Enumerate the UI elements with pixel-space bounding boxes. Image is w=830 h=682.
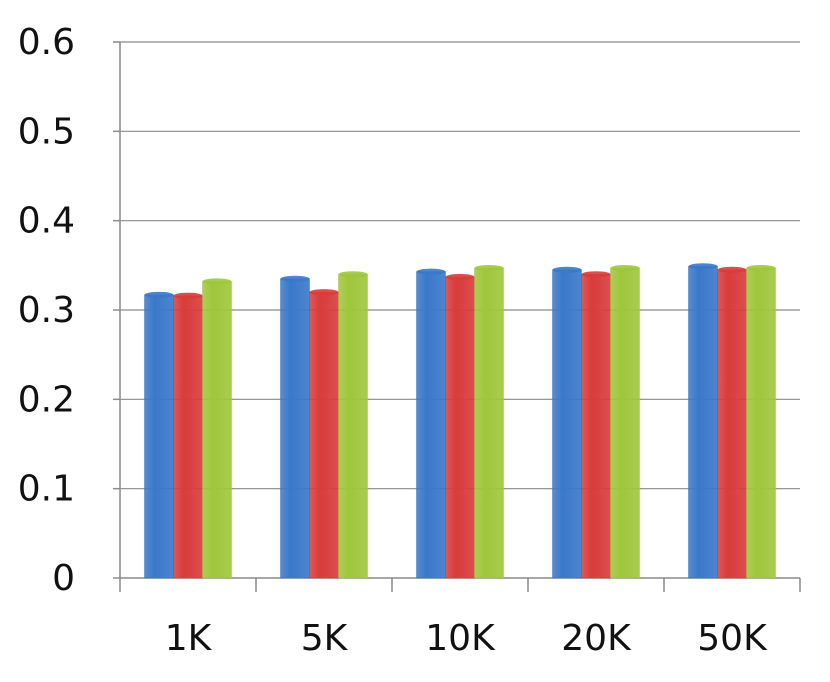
bar-20K-series-2 — [581, 274, 611, 579]
bar-cap — [144, 291, 174, 298]
bar-10K-series-1 — [416, 271, 446, 579]
axes — [113, 41, 801, 592]
bar-50K-series-1 — [688, 265, 718, 579]
y-tick-label: 0.4 — [18, 201, 75, 242]
x-tick-label: 5K — [301, 618, 349, 659]
bar-cap — [746, 265, 776, 272]
bar-cap — [610, 265, 640, 272]
y-tick-label: 0.5 — [18, 111, 75, 152]
bar-cap — [474, 265, 504, 272]
y-tick-labels: 0 0.1 0.2 0.3 0.4 0.5 0.6 — [18, 22, 75, 599]
bar-cap — [552, 266, 582, 273]
bar-cap — [445, 273, 475, 280]
bar-10K-series-3 — [474, 267, 504, 579]
bar-cap — [173, 292, 203, 299]
bar-cap — [309, 289, 339, 296]
y-tick-label: 0.6 — [18, 22, 75, 63]
x-tick-labels: 1K 5K 10K 20K 50K — [165, 618, 768, 659]
bar-cap — [280, 275, 310, 282]
y-tick-label: 0.2 — [18, 379, 75, 420]
bar-cap — [202, 278, 232, 285]
bar-cap — [338, 271, 368, 278]
bar-20K-series-3 — [610, 267, 640, 579]
bar-20K-series-1 — [552, 269, 582, 579]
bar-10K-series-2 — [445, 276, 475, 579]
x-tick-label: 50K — [697, 618, 768, 659]
bar-50K-series-3 — [746, 267, 776, 579]
x-tick-label: 1K — [165, 618, 213, 659]
bar-1K-series-2 — [173, 295, 203, 579]
x-tick-label: 10K — [425, 618, 496, 659]
x-tick-label: 20K — [561, 618, 632, 659]
y-tick-label: 0 — [52, 558, 75, 599]
bar-cap — [581, 271, 611, 278]
y-tick-label: 0.3 — [18, 290, 75, 331]
bar-cap — [717, 266, 747, 273]
bar-1K-series-3 — [202, 281, 232, 579]
y-tick-label: 0.1 — [18, 469, 75, 510]
bar-5K-series-2 — [309, 291, 339, 579]
bar-5K-series-3 — [338, 274, 368, 579]
bar-1K-series-1 — [144, 294, 174, 579]
bar-5K-series-1 — [280, 278, 310, 579]
bar-cap — [688, 263, 718, 270]
bar-50K-series-2 — [717, 269, 747, 579]
bar-cap — [416, 268, 446, 275]
bars — [144, 263, 776, 579]
